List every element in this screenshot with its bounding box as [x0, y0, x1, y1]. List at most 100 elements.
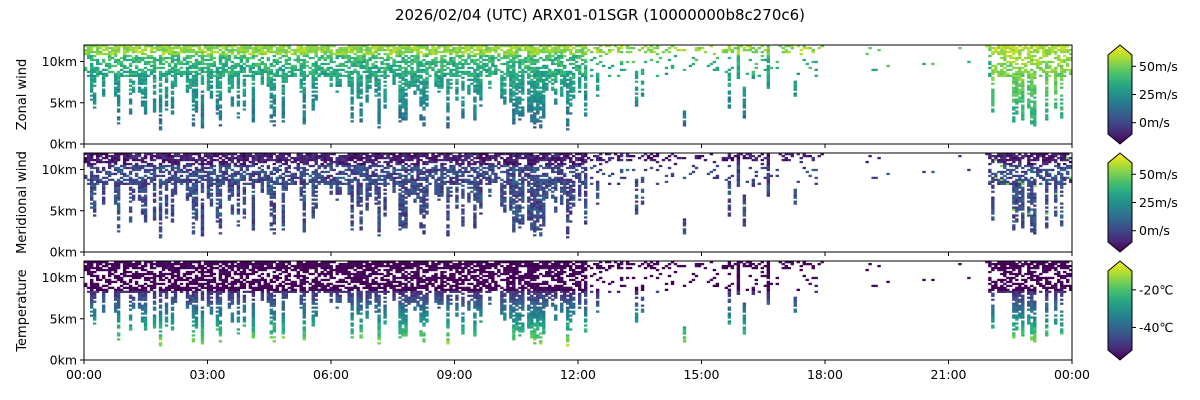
heatmap-cell	[1021, 118, 1025, 121]
heatmap-cell	[1060, 45, 1064, 48]
heatmap-cell	[473, 112, 477, 115]
heatmap-cell	[533, 98, 537, 101]
heatmap-cell	[239, 153, 244, 156]
heatmap-cell	[284, 48, 288, 52]
heatmap-cell	[251, 64, 256, 68]
heatmap-cell	[1045, 118, 1049, 121]
heatmap-cell	[655, 45, 660, 48]
heatmap-cell	[404, 46, 408, 50]
heatmap-cell	[997, 52, 1001, 56]
heatmap-cell	[362, 64, 366, 68]
heatmap-cell	[467, 62, 471, 66]
heatmap-cell	[554, 62, 558, 66]
heatmap-cell	[365, 74, 369, 77]
heatmap-cell	[503, 50, 507, 54]
heatmap-cell	[302, 86, 306, 89]
heatmap-cell	[251, 214, 256, 217]
heatmap-cell	[275, 154, 279, 158]
heatmap-cell	[440, 50, 444, 54]
heatmap-cell	[92, 84, 97, 87]
heatmap-cell	[209, 96, 214, 99]
heatmap-cell	[727, 72, 732, 75]
heatmap-cell	[299, 194, 303, 197]
heatmap-cell	[1015, 48, 1019, 52]
heatmap-cell	[401, 114, 405, 117]
heatmap-cell	[269, 45, 274, 48]
heatmap-cell	[272, 186, 277, 189]
heatmap-cell	[128, 206, 133, 209]
heatmap-cell	[158, 168, 163, 172]
heatmap-cell	[374, 50, 378, 54]
heatmap-cell	[404, 88, 408, 91]
heatmap-cell	[554, 76, 558, 79]
heatmap-cell	[1045, 45, 1049, 48]
heatmap-cell	[742, 114, 747, 117]
heatmap-cell	[392, 82, 396, 85]
heatmap-cell	[545, 64, 549, 68]
heatmap-cell	[128, 68, 133, 72]
heatmap-cell	[566, 118, 570, 121]
heatmap-cell	[1030, 90, 1034, 93]
heatmap-cell	[422, 116, 426, 119]
heatmap-cell	[560, 60, 564, 64]
heatmap-cell	[410, 60, 414, 64]
heatmap-cell	[616, 48, 621, 52]
heatmap-cell	[1021, 116, 1025, 119]
heatmap-cell	[113, 162, 118, 166]
heatmap-cell	[634, 104, 639, 107]
heatmap-cell	[512, 110, 516, 113]
heatmap-cell	[1036, 62, 1040, 66]
heatmap-cell	[458, 62, 462, 66]
heatmap-cell	[245, 168, 250, 172]
heatmap-cell	[1060, 48, 1064, 52]
heatmap-cell	[1063, 45, 1067, 48]
heatmap-cell	[200, 214, 205, 217]
heatmap-cell	[323, 72, 327, 75]
heatmap-cell	[464, 62, 468, 66]
heatmap-cell	[251, 190, 256, 193]
heatmap-cell	[1018, 66, 1022, 70]
heatmap-cell	[149, 164, 154, 168]
heatmap-cell	[518, 54, 522, 58]
heatmap-cell	[89, 170, 94, 174]
heatmap-cell	[545, 76, 549, 79]
heatmap-cell	[257, 68, 262, 72]
heatmap-cell	[473, 80, 477, 83]
heatmap-cell	[569, 102, 573, 105]
heatmap-cell	[416, 66, 420, 70]
heatmap-cell	[101, 160, 106, 164]
heatmap-cell	[1066, 48, 1070, 52]
heatmap-cell	[215, 78, 220, 81]
heatmap-cell	[236, 180, 241, 183]
heatmap-cell	[230, 48, 235, 52]
heatmap-cell	[149, 178, 154, 182]
heatmap-cell	[191, 82, 196, 85]
heatmap-cell	[796, 45, 800, 48]
heatmap-cell	[988, 45, 992, 48]
heatmap-cell	[158, 206, 163, 209]
heatmap-cell	[422, 80, 426, 83]
heatmap-cell	[521, 114, 525, 117]
heatmap-cell	[1018, 96, 1022, 99]
heatmap-cell	[323, 164, 327, 168]
heatmap-cell	[194, 52, 199, 56]
heatmap-cell	[84, 48, 88, 52]
heatmap-cell	[311, 48, 315, 52]
heatmap-cell	[167, 48, 172, 52]
heatmap-cell	[266, 84, 271, 87]
heatmap-cell	[443, 58, 447, 62]
heatmap-cell	[260, 160, 265, 164]
heatmap-cell	[721, 50, 726, 54]
heatmap-cell	[137, 196, 142, 199]
heatmap-cell	[314, 194, 318, 197]
heatmap-cell	[287, 74, 291, 77]
heatmap-cell	[242, 192, 247, 195]
heatmap-cell	[296, 158, 300, 162]
heatmap-cell	[583, 84, 588, 87]
heatmap-cell	[560, 86, 564, 89]
heatmap-cell	[323, 70, 327, 74]
heatmap-cell	[583, 114, 588, 117]
heatmap-cell	[323, 50, 327, 54]
heatmap-cell	[203, 70, 208, 74]
heatmap-cell	[206, 88, 211, 91]
